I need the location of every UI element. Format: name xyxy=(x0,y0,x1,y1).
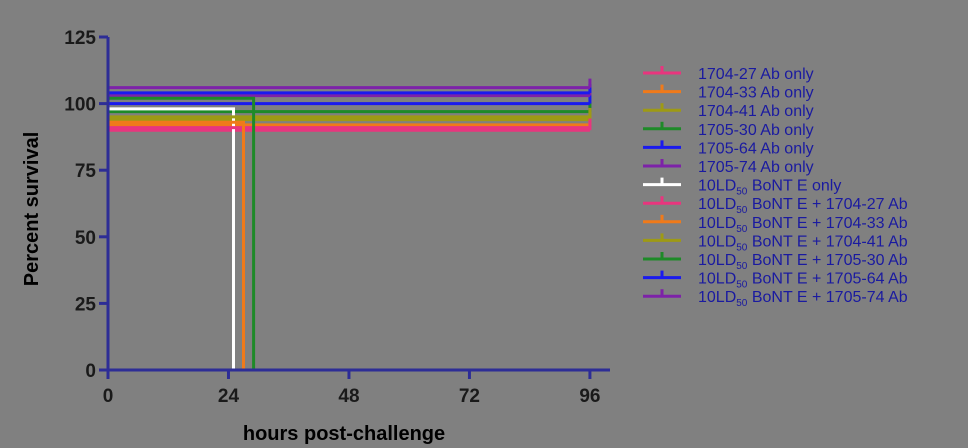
series-line-11 xyxy=(108,96,256,370)
x-tick-label-96: 96 xyxy=(579,386,600,407)
legend-item-1: 1704-27 Ab only xyxy=(643,66,814,83)
legend-item-13: 10LD50 BoNT E + 1705-74 Ab xyxy=(643,289,908,309)
legend-label-1: 1704-27 Ab only xyxy=(698,66,814,83)
legend-item-5: 1705-64 Ab only xyxy=(643,140,814,157)
legend-label-12: 10LD50 BoNT E + 1705-64 Ab xyxy=(698,271,908,291)
legend-item-3: 1704-41 Ab only xyxy=(643,103,814,120)
series-layer xyxy=(108,78,592,370)
legend-label-7: 10LD50 BoNT E only xyxy=(698,178,841,198)
legend-item-10: 10LD50 BoNT E + 1704-41 Ab xyxy=(643,233,908,253)
legend-label-13: 10LD50 BoNT E + 1705-74 Ab xyxy=(698,289,908,309)
y-tick-label-0: 0 xyxy=(85,361,96,382)
series-9 xyxy=(108,120,245,370)
legend-label-11: 10LD50 BoNT E + 1705-30 Ab xyxy=(698,252,908,272)
legend-label-4: 1705-30 Ab only xyxy=(698,122,814,139)
y-axis-title: Percent survival xyxy=(21,132,43,287)
y-tick-label-75: 75 xyxy=(75,161,97,182)
y-tick-label-125: 125 xyxy=(64,28,96,49)
series-5 xyxy=(108,94,592,106)
legend-label-6: 1705-74 Ab only xyxy=(698,159,814,176)
series-line-9 xyxy=(108,120,245,370)
legend-item-2: 1704-33 Ab only xyxy=(643,84,814,102)
legend-item-12: 10LD50 BoNT E + 1705-64 Ab xyxy=(643,270,908,291)
x-tick-label-48: 48 xyxy=(338,386,359,407)
axes-layer: 0 25 50 75 100 125 0 24 48 72 96 xyxy=(64,28,610,407)
legend-item-8: 10LD50 BoNT E + 1704-27 Ab xyxy=(643,196,908,216)
legend-item-6: 1705-74 Ab only xyxy=(643,159,814,176)
x-tick-label-0: 0 xyxy=(103,386,114,407)
legend-label-5: 1705-64 Ab only xyxy=(698,140,814,157)
legend-item-11: 10LD50 BoNT E + 1705-30 Ab xyxy=(643,252,908,272)
legend-item-4: 1705-30 Ab only xyxy=(643,121,814,139)
legend-label-3: 1704-41 Ab only xyxy=(698,103,814,120)
series-line-7 xyxy=(108,107,235,370)
y-tick-label-25: 25 xyxy=(75,294,97,315)
legend-item-9: 10LD50 BoNT E + 1704-33 Ab xyxy=(643,214,908,235)
x-tick-label-72: 72 xyxy=(459,386,480,407)
series-7 xyxy=(108,107,235,370)
x-axis-title: hours post-challenge xyxy=(243,423,445,445)
legend-label-9: 10LD50 BoNT E + 1704-33 Ab xyxy=(698,215,908,235)
legend-label-8: 10LD50 BoNT E + 1704-27 Ab xyxy=(698,196,908,216)
series-11 xyxy=(108,96,256,370)
y-tick-label-50: 50 xyxy=(75,228,96,249)
series-13 xyxy=(108,78,592,90)
legend-item-7: 10LD50 BoNT E only xyxy=(643,177,841,198)
x-tick-label-24: 24 xyxy=(218,386,240,407)
series-10 xyxy=(108,107,592,119)
legend-label-10: 10LD50 BoNT E + 1704-41 Ab xyxy=(698,233,908,253)
y-tick-label-100: 100 xyxy=(64,95,96,116)
legend-label-2: 1704-33 Ab only xyxy=(698,85,814,102)
series-8 xyxy=(108,118,592,130)
